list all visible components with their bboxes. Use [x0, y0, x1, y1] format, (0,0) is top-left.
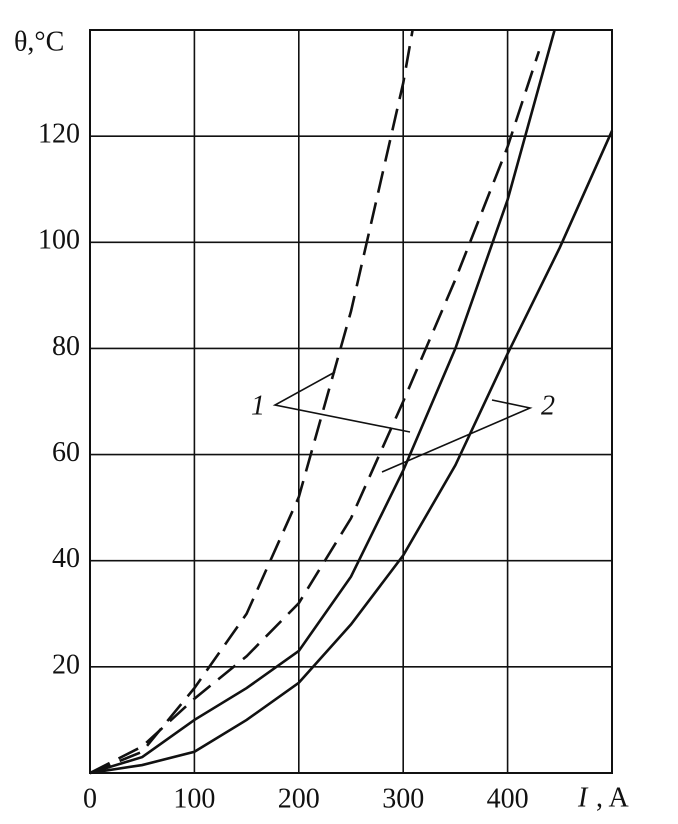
y-tick-label: 120: [38, 119, 80, 150]
leader-lines: [272, 371, 533, 473]
x-axis-label-unit: , A: [596, 782, 629, 813]
curve: [89, 29, 414, 775]
curve-label: 2: [541, 390, 555, 421]
curve-label: 1: [251, 390, 265, 421]
y-tick-label: 20: [52, 649, 80, 680]
x-tick-label: 100: [173, 783, 215, 814]
curve: [89, 130, 614, 775]
y-tick-label: 80: [52, 331, 80, 362]
x-tick-label: 0: [83, 783, 97, 814]
y-tick-label: 100: [38, 225, 80, 256]
x-tick-label: 200: [278, 783, 320, 814]
x-tick-label: 400: [487, 783, 529, 814]
x-axis-label-symbol: I: [577, 782, 589, 813]
y-tick-label: 40: [52, 543, 80, 574]
y-tick-label: 60: [52, 437, 80, 468]
y-axis-label: θ,°C: [14, 26, 64, 57]
x-tick-label: 300: [382, 783, 424, 814]
curve: [89, 29, 556, 775]
curve: [89, 50, 541, 775]
plot-frame: [89, 29, 613, 774]
